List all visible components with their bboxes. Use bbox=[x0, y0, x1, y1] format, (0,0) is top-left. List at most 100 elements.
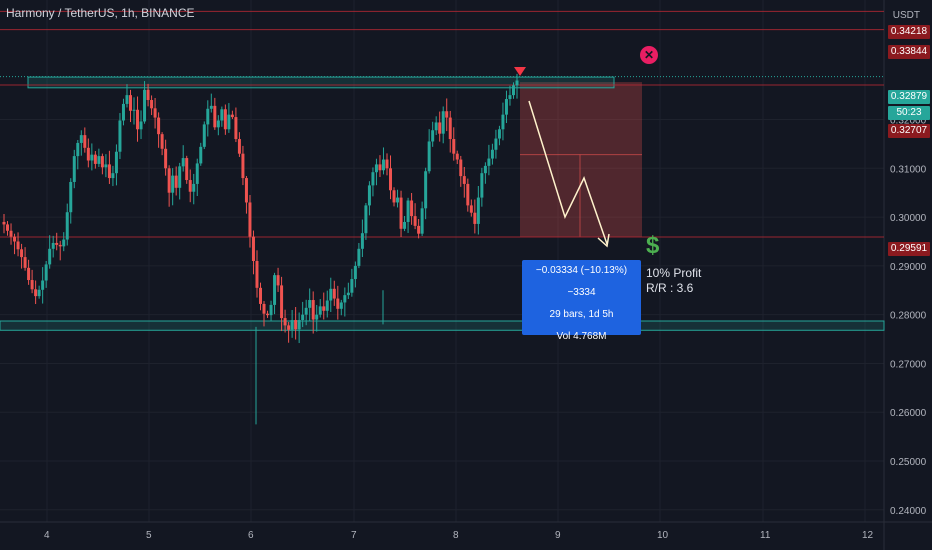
candle-body bbox=[371, 172, 375, 186]
candle-body bbox=[9, 230, 13, 237]
candle-body bbox=[301, 314, 305, 321]
price-badge: 50:23 bbox=[888, 106, 930, 120]
candle-body bbox=[424, 171, 428, 209]
price-badge: 0.32879 bbox=[888, 90, 930, 104]
candle-body bbox=[139, 121, 143, 130]
price-tick-label: 0.28000 bbox=[890, 311, 927, 322]
candle-body bbox=[107, 164, 111, 179]
candle-body bbox=[76, 142, 80, 157]
candle-body bbox=[69, 181, 73, 213]
candle-body bbox=[27, 267, 31, 281]
candle-body bbox=[459, 159, 463, 177]
candle-body bbox=[364, 205, 368, 234]
candle-body bbox=[508, 95, 512, 100]
candle-body bbox=[276, 275, 280, 286]
price-tick-label: 0.31000 bbox=[890, 164, 927, 175]
candle-body bbox=[111, 173, 115, 179]
candle-body bbox=[248, 202, 252, 237]
candle-body bbox=[30, 280, 34, 290]
time-tick-label: 7 bbox=[351, 530, 357, 541]
time-tick-label: 4 bbox=[44, 530, 50, 541]
candle-body bbox=[396, 197, 400, 203]
candle-body bbox=[473, 212, 477, 224]
candle-body bbox=[181, 158, 185, 167]
time-tick-label: 10 bbox=[657, 530, 669, 541]
candle-body bbox=[125, 95, 129, 104]
candle-body bbox=[399, 197, 403, 229]
candle-body bbox=[132, 109, 136, 111]
price-tick-label: 0.25000 bbox=[890, 457, 927, 468]
candle-body bbox=[153, 108, 157, 118]
price-axis: 0.32000 0.31000 0.30000 0.29000 0.28000 0.270… bbox=[890, 116, 927, 517]
measure-bars: 29 bars, 1d 5h bbox=[549, 309, 614, 320]
price-badge: 0.34218 bbox=[888, 25, 930, 39]
candle-body bbox=[216, 120, 220, 128]
candle-body bbox=[41, 280, 45, 290]
close-icon[interactable]: ✕ bbox=[640, 46, 658, 64]
candle-body bbox=[381, 159, 385, 171]
candle-body bbox=[86, 147, 90, 161]
price-badge: 0.29591 bbox=[888, 242, 930, 256]
candle-body bbox=[195, 163, 199, 184]
candle-body bbox=[104, 164, 108, 168]
time-tick-label: 11 bbox=[760, 530, 771, 541]
candle-body bbox=[497, 129, 501, 139]
candle-body bbox=[389, 168, 393, 191]
candle-body bbox=[160, 134, 164, 149]
candle-body bbox=[199, 146, 203, 164]
candle-body bbox=[90, 154, 94, 161]
profit-text: 10% Profit bbox=[646, 266, 702, 280]
candle-body bbox=[406, 200, 410, 222]
price-tick-label: 0.26000 bbox=[890, 408, 927, 419]
candle-body bbox=[100, 156, 104, 168]
candle-body bbox=[357, 248, 361, 266]
candle-body bbox=[469, 205, 473, 213]
candle-body bbox=[280, 285, 284, 319]
candle-body bbox=[273, 275, 277, 305]
candle-body bbox=[37, 289, 41, 297]
candle-body bbox=[157, 117, 161, 135]
candle-body bbox=[244, 178, 248, 203]
candle-body bbox=[325, 300, 329, 311]
time-axis: 4 5 6 7 8 9 10 11 12 bbox=[44, 530, 874, 541]
candle-body bbox=[490, 149, 494, 159]
candle-body bbox=[403, 221, 407, 229]
candle-body bbox=[346, 292, 350, 296]
candle-body bbox=[511, 85, 515, 96]
candle-body bbox=[202, 124, 206, 147]
candle-body bbox=[329, 288, 333, 301]
candle-body bbox=[65, 212, 69, 240]
projection-arrowhead bbox=[597, 233, 610, 248]
candle-body bbox=[136, 109, 140, 130]
candle-body bbox=[227, 114, 231, 130]
projection-path bbox=[528, 100, 608, 245]
candle-body bbox=[206, 108, 210, 125]
currency-label: USDT bbox=[892, 10, 920, 21]
candle-body bbox=[164, 148, 168, 169]
candle-body bbox=[336, 298, 340, 309]
short-position-zone bbox=[520, 82, 642, 238]
candle-body bbox=[290, 320, 294, 330]
candle-body bbox=[311, 300, 315, 320]
candle-body bbox=[121, 103, 125, 121]
candle-body bbox=[213, 105, 217, 128]
candle-body bbox=[417, 225, 421, 234]
candle-body bbox=[353, 265, 357, 280]
candle-body bbox=[266, 313, 270, 316]
dollar-icon: $ bbox=[646, 232, 660, 259]
candle-body bbox=[93, 154, 97, 164]
candle-body bbox=[20, 249, 24, 258]
candle-body bbox=[445, 111, 449, 118]
candle-body bbox=[392, 190, 396, 203]
price-tick-label: 0.32000 bbox=[890, 116, 927, 127]
time-tick-label: 9 bbox=[555, 530, 561, 541]
candle-body bbox=[410, 200, 414, 217]
time-tick-label: 12 bbox=[862, 530, 874, 541]
price-tick-label: 0.27000 bbox=[890, 359, 927, 370]
candle-body bbox=[209, 105, 213, 109]
measure-change: −0.03334 (−10.13%) −3334 bbox=[535, 265, 628, 298]
risk-reward-text: R/R : 3.6 bbox=[646, 281, 694, 295]
candle-body bbox=[150, 100, 154, 109]
